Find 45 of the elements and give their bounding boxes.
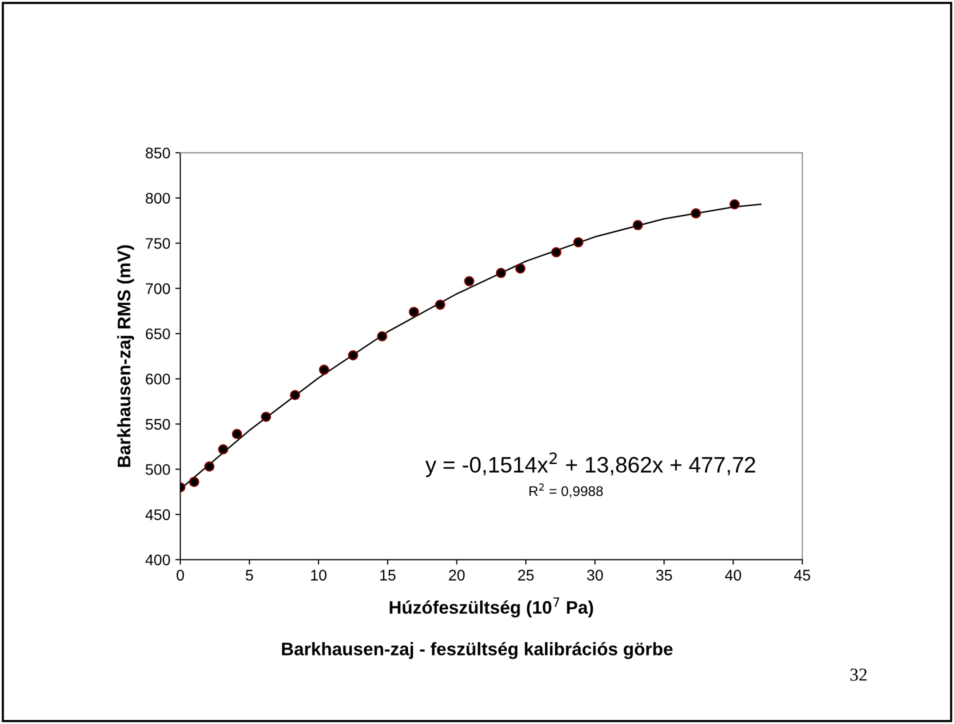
point [435, 300, 446, 310]
annotation: R$^{2}$ = 0,9988 [530, 483, 603, 498]
point [232, 428, 242, 440]
y-tick-label: 550 [146, 418, 170, 430]
x-tick-label: 35 [656, 570, 672, 581]
x-tick-label: 15 [380, 570, 396, 581]
point [730, 199, 740, 210]
x-tick-label: 45 [794, 570, 810, 581]
point [573, 237, 584, 248]
point [348, 350, 358, 360]
x-tick-label: 25 [518, 570, 534, 581]
point [377, 331, 388, 342]
x-axis-title: Húzófeszültség (10$^{7}$ Pa) [390, 598, 594, 618]
y-tick-label: 700 [146, 283, 170, 294]
point [290, 390, 300, 400]
y-tick-label: 400 [145, 554, 170, 566]
point [515, 263, 526, 274]
y-axis-title: Barkhausen-zaj RMS (mV) [117, 245, 134, 467]
point [408, 306, 419, 317]
point [551, 247, 562, 258]
x-tick-label: 5 [246, 570, 254, 581]
annotation: y = -0,1514x$^{2}$ + 13,862x + 477,72 [425, 452, 756, 478]
y-tick-label: 500 [146, 464, 170, 475]
y-tick-label: 850 [146, 148, 170, 158]
y-tick-label: 450 [145, 509, 170, 520]
point [632, 220, 643, 230]
y-tick-label: 650 [146, 328, 170, 340]
point [260, 412, 272, 422]
y-tick-label: 800 [146, 192, 170, 204]
point [464, 276, 474, 286]
y-tick-label: 750 [146, 238, 170, 249]
text: 32 [850, 668, 867, 681]
point [189, 476, 200, 487]
x-tick-label: 40 [725, 570, 742, 581]
point [496, 268, 506, 278]
x-tick-label: 20 [449, 570, 465, 581]
x-tick-label: 10 [311, 570, 326, 581]
point [690, 208, 701, 218]
y-tick-label: 600 [146, 374, 170, 384]
x-tick-label: 30 [587, 570, 603, 581]
point [204, 461, 214, 472]
x-tick-label: 0 [176, 570, 184, 581]
point [218, 444, 228, 454]
point [318, 364, 330, 375]
text: Barkhausen-zaj - feszültség kalibrációs görbe [282, 642, 673, 660]
